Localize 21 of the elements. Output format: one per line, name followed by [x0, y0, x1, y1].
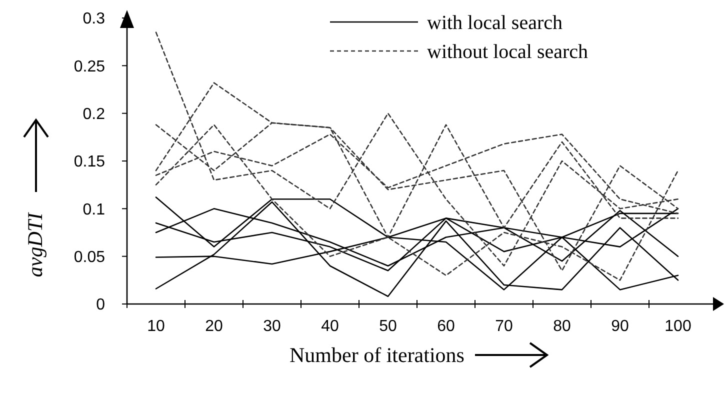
legend-label: with local search: [427, 12, 562, 34]
y-tick-label: 0.25: [74, 58, 106, 76]
y-tick-label: 0.05: [74, 248, 106, 266]
x-tick-label: 90: [611, 318, 629, 335]
x-tick-label: 50: [379, 318, 397, 335]
x-tick-label: 20: [205, 318, 223, 335]
y-axis-title: avgDTI: [23, 212, 47, 278]
x-tick-label: 70: [495, 318, 513, 335]
y-tick-label: 0.2: [82, 106, 106, 123]
y-tick-label: 0.1: [82, 201, 106, 218]
x-tick-label: 100: [664, 318, 692, 335]
y-tick-label: 0: [96, 296, 106, 314]
x-axis-title: Number of iterations: [290, 343, 464, 367]
x-tick-label: 40: [321, 318, 339, 335]
x-tick-label: 10: [147, 318, 165, 335]
y-tick-label: 0.3: [82, 10, 106, 28]
y-tick-label: 0.15: [74, 154, 106, 171]
legend-label: without local search: [427, 41, 588, 63]
x-tick-label: 30: [263, 318, 281, 335]
x-tick-label: 60: [437, 318, 455, 335]
x-tick-label: 80: [553, 318, 571, 335]
